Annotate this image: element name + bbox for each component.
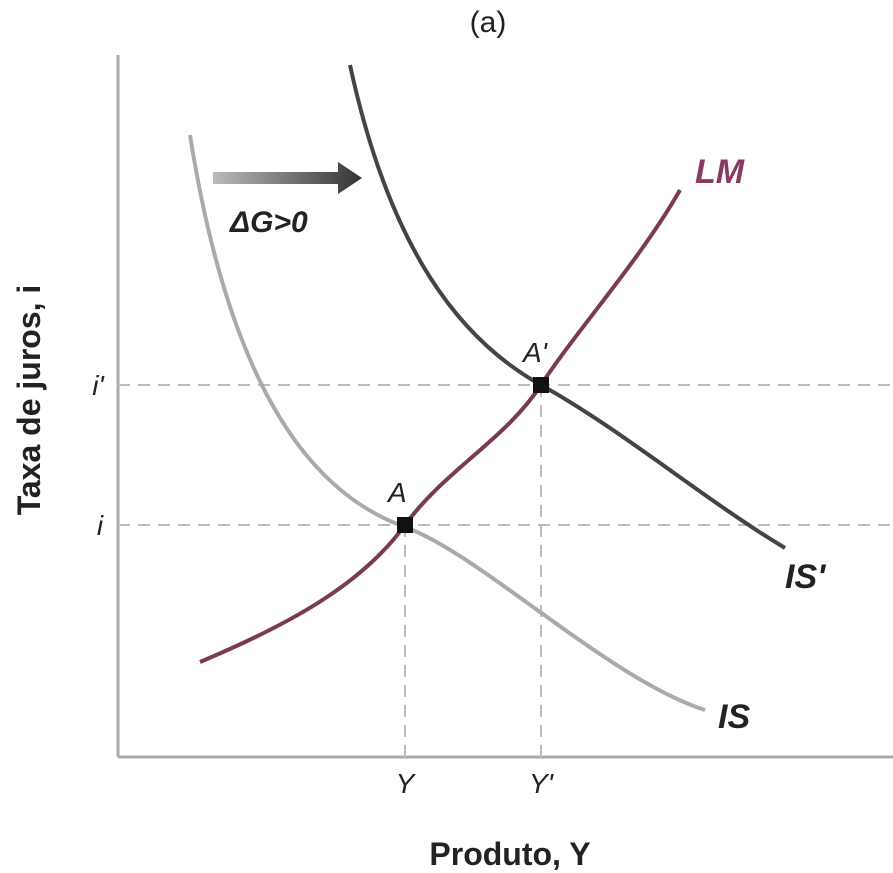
tick-y-prime: Y' (529, 768, 555, 799)
y-axis-label: Taxa de juros, i (11, 285, 47, 516)
tick-i-prime: i' (92, 370, 105, 401)
is-prime-label: IS' (785, 558, 827, 596)
lm-curve (199, 189, 682, 664)
shift-arrow (213, 162, 362, 194)
point-a-prime (533, 377, 549, 393)
point-a-label: A (386, 477, 407, 508)
shift-label: ΔG>0 (229, 206, 308, 239)
tick-i: i (97, 510, 104, 541)
x-axis-label: Produto, Y (429, 836, 590, 872)
title: (a) (470, 6, 507, 39)
tick-y: Y (396, 768, 417, 799)
point-a-prime-label: A' (521, 337, 549, 368)
point-a (397, 517, 413, 533)
is-label: IS (718, 698, 750, 736)
lm-label: LM (695, 153, 745, 191)
is-curve (188, 134, 706, 712)
